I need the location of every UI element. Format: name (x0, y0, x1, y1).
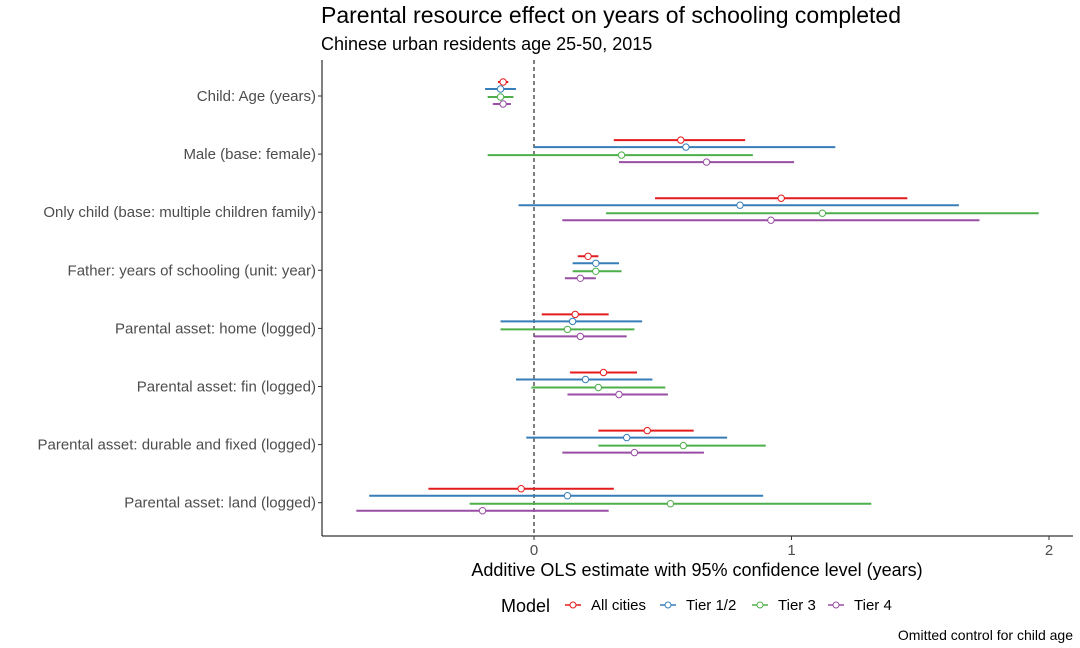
plot-panel (321, 60, 1073, 537)
legend: Model All cities Tier 1/2 Tier 3 Tier 4 (501, 596, 892, 616)
chart-title: Parental resource effect on years of sch… (321, 2, 901, 28)
chart-subtitle: Chinese urban residents age 25-50, 2015 (321, 34, 652, 54)
legend-label: All cities (591, 597, 646, 614)
x-tick-label: 0 (530, 542, 538, 559)
estimate-marks (356, 78, 1039, 515)
point-estimate (576, 274, 585, 282)
point-estimate (571, 310, 579, 319)
y-tick-label: Parental asset: land (logged) (124, 495, 316, 512)
point-estimate (576, 332, 585, 341)
y-tick-label: Parental asset: durable and fixed (logge… (37, 437, 316, 454)
point-estimate (563, 492, 572, 500)
legend-key-point (832, 601, 840, 609)
point-estimate (630, 448, 639, 457)
point-estimate (478, 507, 487, 515)
point-estimate (767, 216, 775, 224)
y-tick-label: Parental asset: home (logged) (115, 320, 316, 337)
point-estimate (496, 85, 505, 93)
point-estimate (736, 201, 744, 209)
legend-label: Tier 4 (854, 597, 892, 614)
point-estimate (617, 151, 626, 159)
point-estimate (623, 433, 631, 442)
point-estimate (594, 383, 603, 392)
legend-key-point (569, 601, 577, 609)
point-estimate (677, 136, 685, 144)
legend-key-point (756, 601, 764, 609)
point-estimate (702, 158, 711, 166)
y-axis-labels: Child: Age (years) Male (base: female) Onl… (37, 88, 322, 512)
y-tick-label: Parental asset: fin (logged) (137, 379, 316, 396)
point-estimate (615, 390, 623, 399)
point-estimate (499, 100, 507, 108)
point-estimate (499, 78, 507, 86)
y-tick-label: Child: Age (years) (197, 88, 316, 105)
point-estimate (599, 368, 608, 377)
x-tick-label: 2 (1045, 542, 1053, 559)
point-estimate (581, 375, 590, 384)
point-estimate (682, 143, 690, 151)
legend-title: Model (501, 596, 550, 616)
x-tick-label: 1 (787, 542, 795, 559)
point-estimate (517, 485, 525, 493)
point-estimate (592, 267, 600, 275)
point-estimate (666, 500, 675, 508)
point-estimate (592, 259, 600, 267)
point-estimate (818, 209, 827, 217)
x-axis-title: Additive OLS estimate with 95% confidenc… (471, 560, 922, 580)
point-estimate (584, 252, 592, 260)
legend-key-point (664, 601, 672, 609)
point-estimate (496, 93, 505, 101)
legend-label: Tier 3 (778, 597, 816, 614)
y-tick-label: Only child (base: multiple children fami… (43, 204, 316, 221)
legend-label: Tier 1/2 (686, 597, 736, 614)
point-estimate (777, 194, 785, 202)
x-axis-ticks: 0 1 2 (530, 536, 1053, 559)
point-estimate (679, 441, 688, 450)
point-estimate (563, 325, 572, 334)
chart-caption: Omitted control for child age (898, 627, 1073, 643)
y-tick-label: Father: years of schooling (unit: year) (68, 262, 316, 279)
point-estimate (568, 317, 577, 326)
y-tick-label: Male (base: female) (183, 146, 316, 163)
point-estimate (643, 426, 651, 435)
